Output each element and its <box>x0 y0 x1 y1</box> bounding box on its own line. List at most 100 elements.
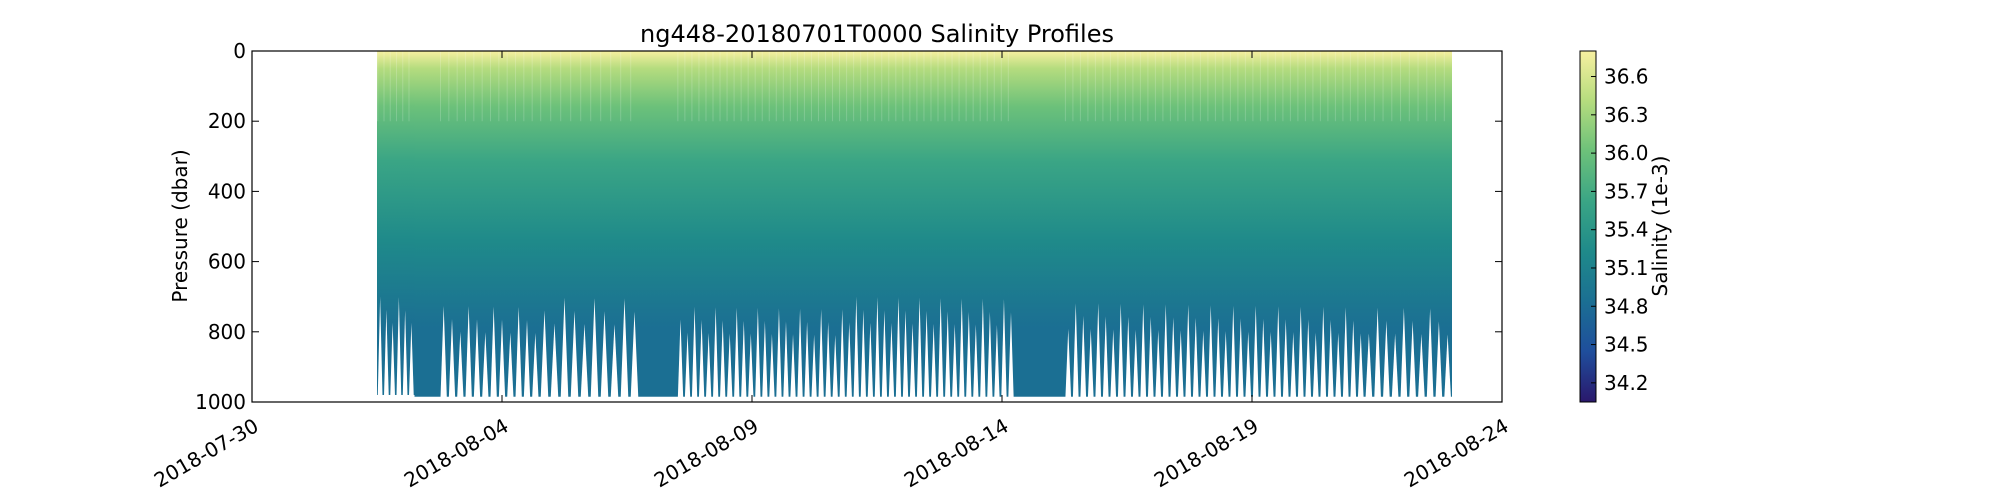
profile-band <box>1014 51 1065 397</box>
dive-gap <box>1282 319 1289 398</box>
dive-gap <box>1252 305 1259 398</box>
dive-gap <box>867 322 874 398</box>
profile-group <box>1364 51 1452 398</box>
colorbar-label: Salinity (1e-3) <box>1648 156 1672 297</box>
x-tick-label: 2018-08-19 <box>1150 413 1263 492</box>
dive-gap <box>1357 333 1364 398</box>
dive-gap <box>1117 303 1124 398</box>
profile-band <box>1064 51 1365 397</box>
dive-gap <box>938 298 944 398</box>
dive-gap <box>630 311 639 398</box>
dive-gap <box>916 297 923 398</box>
profile-band <box>677 51 1015 397</box>
profile-group <box>639 51 677 397</box>
dive-gap <box>1125 316 1132 398</box>
y-tick-label: 1000 <box>195 390 246 414</box>
dive-gap <box>1140 304 1147 398</box>
dive-gap <box>396 297 402 396</box>
dive-gap <box>570 310 579 398</box>
dive-gap <box>769 333 775 398</box>
dive-gap <box>930 323 937 398</box>
dive-gap <box>440 305 447 398</box>
dive-gap <box>1155 330 1162 398</box>
profile-band <box>539 51 640 397</box>
colorbar-tick-label: 36.0 <box>1604 141 1649 165</box>
colorbar-tick-label: 34.8 <box>1604 294 1649 318</box>
dive-gap <box>755 307 761 398</box>
dive-gap <box>1383 320 1390 398</box>
profile-band <box>1364 51 1452 397</box>
dive-gap <box>409 323 414 396</box>
dive-gap <box>498 319 506 398</box>
profile-group <box>677 51 1015 398</box>
dive-gap <box>980 298 986 398</box>
dive-gap <box>846 322 852 398</box>
dive-gap <box>523 319 531 398</box>
dive-gap <box>540 310 549 398</box>
dive-gap <box>1327 319 1334 398</box>
dive-gap <box>1170 317 1177 398</box>
dive-gap <box>1177 330 1184 398</box>
dive-gap <box>832 334 838 398</box>
dive-gap <box>457 331 464 398</box>
dive-gap <box>620 298 629 398</box>
y-tick-label: 0 <box>233 39 246 63</box>
dive-gap <box>1342 307 1349 398</box>
dive-gap <box>1435 321 1443 398</box>
dive-gap <box>705 332 712 398</box>
dive-gap <box>860 309 866 398</box>
x-tick-label: 2018-08-09 <box>650 413 763 492</box>
dive-gap <box>482 332 489 398</box>
dive-gap <box>402 310 408 396</box>
dive-gap <box>881 310 888 398</box>
dive-gap <box>1080 316 1087 398</box>
dive-gap <box>691 306 698 398</box>
colorbar-tick-label: 36.3 <box>1604 103 1649 127</box>
dive-gap <box>1409 320 1416 398</box>
dive-gap <box>748 333 754 398</box>
dive-gap <box>1162 304 1169 398</box>
dive-gap <box>1222 331 1229 398</box>
dive-gap <box>1320 306 1327 398</box>
dive-gap <box>727 333 733 398</box>
colorbar: 34.2 34.5 34.8 35.1 35.4 35.7 36.0 36.3 36.6 <box>1579 50 1649 403</box>
dive-gap <box>825 321 831 398</box>
x-tick-label: 2018-08-04 <box>400 413 513 492</box>
dive-gap <box>839 309 845 398</box>
dive-gap <box>465 306 472 398</box>
colorbar-tick-label: 35.7 <box>1604 179 1649 203</box>
dive-gap <box>1001 299 1007 398</box>
dive-gap <box>888 323 895 398</box>
dive-gap <box>1335 332 1342 398</box>
y-tick-label: 800 <box>208 320 246 344</box>
dive-gap <box>783 321 789 398</box>
dive-gap <box>550 323 559 398</box>
dive-gap <box>384 309 389 396</box>
dive-gap <box>1444 334 1451 398</box>
profile-data-area <box>377 51 1452 398</box>
dive-gap <box>790 334 796 398</box>
dive-gap <box>1267 331 1274 398</box>
dive-gap <box>1200 330 1207 398</box>
profile-band <box>377 51 415 395</box>
profile-band <box>439 51 540 397</box>
dive-gap <box>1374 307 1381 398</box>
dive-gap <box>973 324 979 398</box>
dive-gap <box>1350 320 1357 398</box>
profile-band <box>414 51 440 397</box>
dive-gap <box>1391 333 1399 398</box>
colorbar-tick-label: 35.4 <box>1604 218 1649 242</box>
dive-gap <box>1290 332 1297 398</box>
y-tick-label: 400 <box>208 179 246 203</box>
dive-gap <box>1008 312 1014 398</box>
dive-gap <box>952 324 958 398</box>
colorbar-tick-label: 36.6 <box>1604 65 1649 89</box>
colorbar-tick-label: 35.1 <box>1604 256 1649 280</box>
profile-group <box>439 51 540 398</box>
dive-gap <box>1087 328 1094 398</box>
dive-gap <box>1102 316 1109 398</box>
dive-gap <box>895 297 902 398</box>
dive-gap <box>698 319 705 398</box>
y-tick-label: 200 <box>208 109 246 133</box>
dive-gap <box>909 323 916 398</box>
